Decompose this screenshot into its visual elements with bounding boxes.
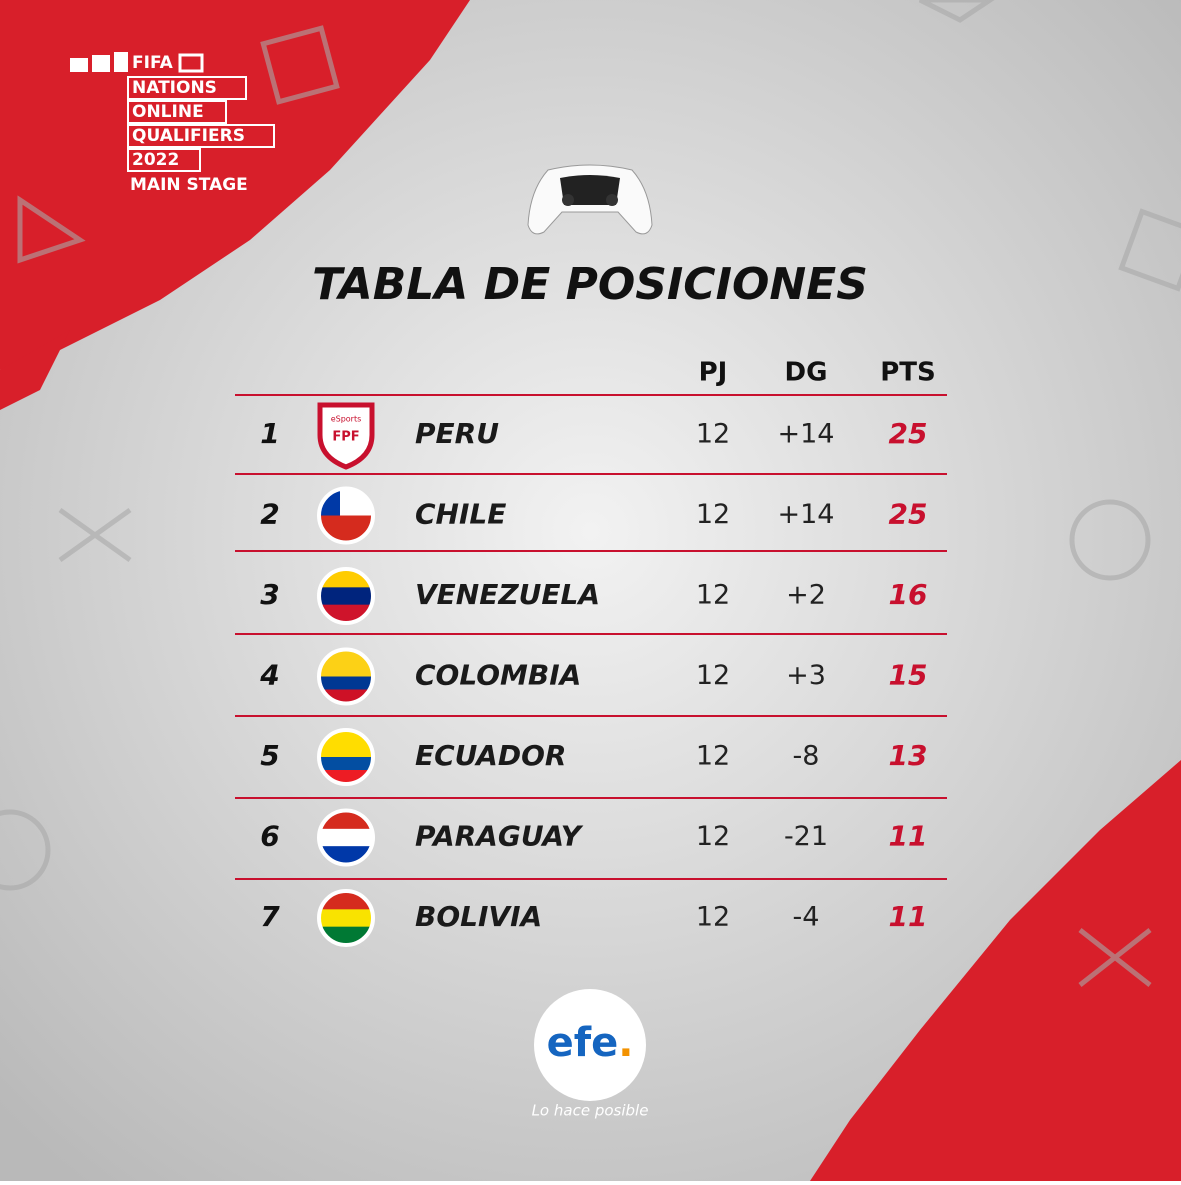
team-name: CHILE: [415, 498, 506, 531]
logo-e: [178, 53, 204, 73]
team-flag: [317, 808, 375, 867]
logo-brand: FIFA: [132, 53, 174, 73]
team-name: VENEZUELA: [415, 578, 600, 611]
logo: FIFA NATIONS ONLINE QUALIFIERS 2022 MAIN STAG…: [70, 52, 275, 195]
flag-rim: [317, 486, 375, 545]
rank: 3: [260, 578, 279, 611]
logo-line: ONLINE: [132, 102, 204, 122]
flag-stripe: [320, 663, 372, 677]
flag-rim: [317, 728, 375, 786]
flag-rim: [317, 808, 375, 867]
goal-difference: +14: [778, 419, 835, 450]
rank: 7: [260, 900, 280, 933]
points: 25: [889, 498, 928, 531]
flag-stripe: [320, 744, 372, 758]
goal-difference: -21: [784, 821, 828, 852]
flag-stripe: [320, 757, 372, 771]
played: 12: [696, 741, 730, 772]
column-header: PTS: [880, 358, 936, 388]
title: TABLA DE POSICIONES: [312, 259, 868, 310]
team-flag: [317, 567, 375, 625]
points: 25: [889, 417, 928, 450]
logo-stage: MAIN STAGE: [130, 175, 248, 195]
points: 15: [889, 659, 928, 692]
goal-difference: +2: [786, 580, 826, 611]
team-name: ECUADOR: [415, 739, 566, 772]
brand-text: efe: [547, 1020, 619, 1066]
team-flag: [317, 647, 375, 706]
goal-difference: -4: [793, 902, 820, 933]
logo-line-box: [127, 124, 275, 148]
rank: 2: [260, 498, 279, 531]
played: 12: [696, 419, 730, 450]
logo-line-box: [127, 76, 247, 100]
logo-line-box: [127, 100, 227, 124]
played: 12: [696, 499, 730, 530]
flag-stripe: [320, 828, 372, 847]
brush-top-tail: [0, 330, 70, 410]
flag-stripe: [320, 676, 372, 690]
logo-line: NATIONS: [132, 78, 217, 98]
points: 11: [889, 820, 928, 853]
flag-rim: [317, 889, 375, 947]
flag-rim: [317, 647, 375, 706]
column-header: DG: [785, 358, 828, 388]
team-name: PARAGUAY: [415, 820, 584, 853]
team-name: COLOMBIA: [415, 659, 581, 692]
logo-line-box: [127, 148, 201, 172]
tagline: Lo hace posible: [532, 1102, 649, 1120]
standings-table: PJ DG PTS 1 eSports FPF PERU 12 +14 25 2 CHILE 12 +14…: [235, 358, 947, 947]
logo-line: QUALIFIERS: [132, 126, 245, 146]
rank: 4: [259, 659, 279, 692]
brand-dot: .: [618, 1020, 633, 1066]
brush-bottom: [810, 760, 1181, 1181]
team-flag: [317, 486, 375, 545]
team-flag: [317, 889, 375, 947]
decor-symbols: [0, 0, 1181, 987]
rank: 5: [260, 739, 279, 772]
team-name: PERU: [415, 417, 499, 450]
goal-difference: -8: [793, 741, 820, 772]
column-header: PJ: [699, 358, 728, 388]
points: 16: [889, 578, 928, 611]
played: 12: [696, 580, 730, 611]
logo-line: 2022: [132, 150, 179, 170]
badge-text: eSports: [331, 415, 362, 424]
controller: [527, 164, 653, 235]
flag-rim: [317, 567, 375, 625]
rank: 6: [260, 820, 279, 853]
team-flag: [317, 728, 375, 786]
rank: 1: [260, 417, 279, 450]
footer-brand: efe.: [547, 1020, 634, 1066]
flag-stripe: [320, 909, 372, 928]
badge-text: FPF: [332, 430, 359, 445]
points: 13: [889, 739, 928, 772]
played: 12: [696, 902, 730, 933]
goal-difference: +3: [786, 660, 826, 691]
played: 12: [696, 660, 730, 691]
played: 12: [696, 821, 730, 852]
flag-stripe: [320, 587, 372, 606]
brush-top: [0, 0, 470, 370]
team-badge: [317, 402, 375, 470]
team-name: BOLIVIA: [415, 900, 542, 933]
points: 11: [889, 900, 928, 933]
footer-badge: [534, 989, 646, 1101]
goal-difference: +14: [778, 499, 835, 530]
